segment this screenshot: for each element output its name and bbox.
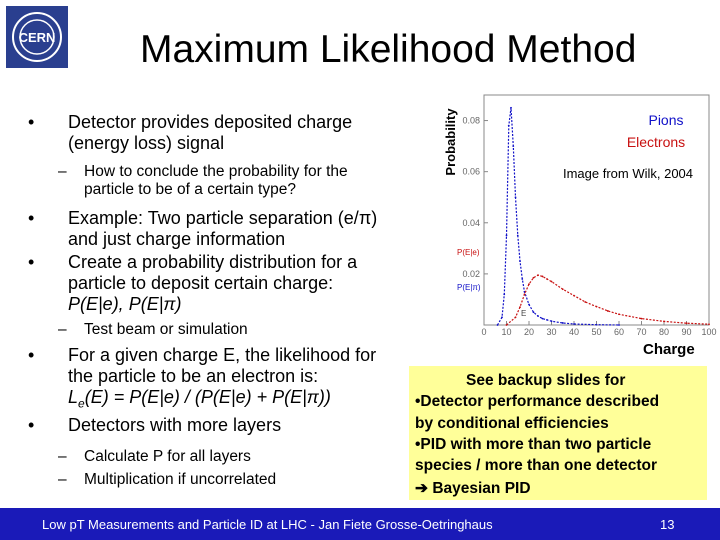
y-tick-label: 0.02 [462,269,480,279]
data-point-pions [541,317,544,320]
data-point-pions [528,303,530,306]
data-point-electrons [514,316,517,319]
backup-note-box: See backup slides for •Detector performa… [409,366,707,500]
data-point-pions [519,260,521,263]
data-point-electrons [537,274,539,277]
bullet-list: • Detector provides deposited charge (en… [28,112,428,491]
x-tick-label: 60 [614,327,624,337]
data-point-pions [546,318,548,321]
data-point-pions [550,320,553,323]
data-point-pions [505,234,508,237]
data-point-electrons [505,324,508,326]
page-number: 13 [660,517,675,532]
footer-bar [0,508,720,540]
bullet-distribution: • Create a probability distribution for … [28,252,358,314]
data-point-electrons [541,275,544,278]
data-point-pions [510,106,512,109]
data-point-electrons [584,301,587,303]
data-point-electrons [573,294,575,297]
data-point-pions [595,323,598,326]
data-point-pions [573,323,575,325]
data-point-electrons [606,310,609,312]
sub-bullet-layers: – Calculate P for all layers – Multiplicat… [58,447,277,488]
data-point-electrons [550,280,553,283]
data-point-pions [521,278,524,280]
data-point-electrons [708,323,710,326]
data-point-electrons [532,276,535,279]
data-point-pions [503,293,506,296]
data-point-electrons [595,305,598,308]
x-tick-label: 90 [681,327,691,337]
legend-electrons: Electrons [627,134,685,150]
backup-line-2: •Detector performance described [415,393,660,410]
probability-chart: Probability 0 10 20 30 40 50 60 70 80 90 100 0.02 0.… [443,94,717,337]
arrow-icon: ➔ [415,480,428,497]
x-tick-label: 40 [569,327,579,337]
cern-logo: CERN [6,6,68,68]
data-point-pions [512,145,515,148]
axis-ticks: 0 10 20 30 40 50 60 70 80 90 100 0.02 0.04 0.06 0.08 [462,116,716,337]
data-point-electrons [685,322,688,325]
data-point-electrons [528,283,530,286]
data-point-electrons [663,320,665,323]
curve-label-pe: P(E|e) [457,248,480,257]
data-point-electrons [523,293,526,296]
data-point-pions [516,234,519,237]
data-point-electrons [640,317,643,320]
data-point-pions [501,316,503,319]
backup-line-1: See backup slides for [466,372,626,389]
e-marker-label: E [521,309,526,318]
y-axis-label: Probability [443,108,458,176]
data-point-pions [532,311,535,314]
data-point-pions [496,324,499,326]
backup-line-3: by conditional efficiencies [415,415,609,432]
data-point-electrons [519,306,521,309]
x-tick-label: 70 [636,327,646,337]
y-tick-label: 0.08 [462,116,480,126]
bullet-likelihood: • For a given charge E, the likelihood f… [28,345,377,411]
backup-line-5: species / more than one detector [415,457,658,474]
slide-title: Maximum Likelihood Method [140,28,637,71]
bullet-example: • Example: Two particle separation (e/π)… [28,208,378,249]
curve-label-ppi: P(E|π) [457,283,481,292]
backup-line-6: ➔ Bayesian PID [415,480,531,497]
x-tick-label: 50 [591,327,601,337]
x-axis-label: Charge [643,341,695,358]
x-tick-label: 0 [481,327,486,337]
bullet-layers: • Detectors with more layers [28,414,282,435]
data-point-electrons [618,313,620,316]
data-point-electrons [561,288,564,291]
data-point-pions [514,196,517,199]
y-tick-label: 0.06 [462,167,480,177]
legend-pions: Pions [648,112,683,128]
data-point-pions [537,315,539,317]
data-point-pions [507,124,510,127]
x-tick-label: 10 [501,327,511,337]
plot-frame [483,94,710,326]
series-line-pions [496,107,620,326]
series-line-electrons [506,274,710,326]
sub-bullet-conclude: – How to conclude the probability for th… [58,163,348,198]
y-tick-label: 0.04 [462,218,480,228]
x-tick-label: 20 [524,327,534,337]
x-tick-label: 80 [659,327,669,337]
backup-line-4: •PID with more than two particle [415,436,652,453]
data-point-pions [618,324,620,326]
image-credit: Image from Wilk, 2004 [563,166,693,181]
cern-logo-text: CERN [19,30,56,45]
x-tick-label: 30 [546,327,556,337]
footer-text: Low pT Measurements and Particle ID at L… [42,517,493,532]
x-tick-label: 100 [701,327,716,337]
data-point-electrons [546,278,548,280]
data-point-pions [561,322,564,324]
bullet-detector: • Detector provides deposited charge (en… [28,112,353,153]
curves [496,106,710,326]
sub-bullet-testbeam: – Test beam or simulation [58,321,248,338]
